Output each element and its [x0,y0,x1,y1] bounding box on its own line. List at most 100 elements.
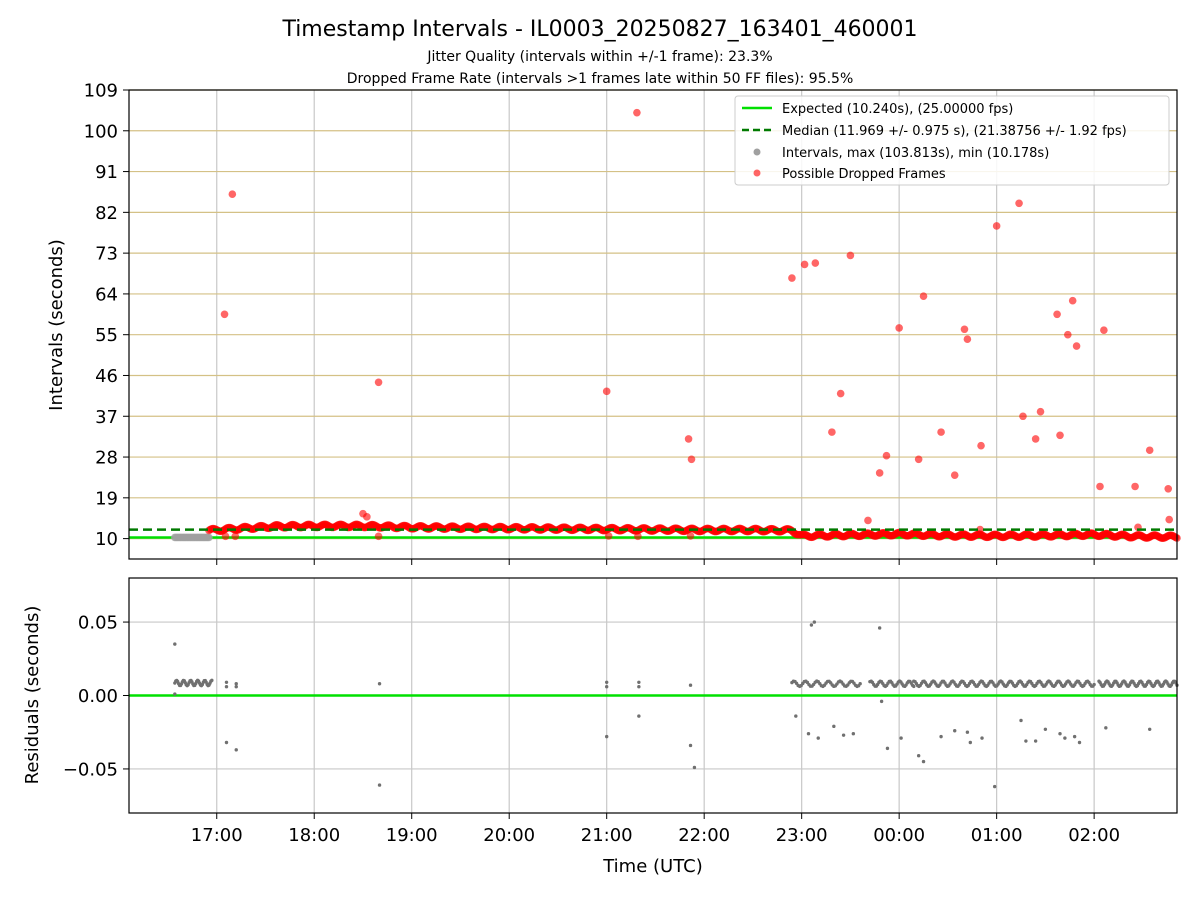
residual-point [637,680,641,684]
intervals-y-tick-label: 19 [95,488,118,509]
chart-title: Timestamp Intervals - IL0003_20250827_16… [281,17,917,42]
dropped-frame-point [811,259,820,267]
dropped-frame-point [1096,482,1104,491]
residual-point [688,743,693,748]
residual-point [1072,734,1077,739]
residual-point [604,680,609,684]
residual-point [234,684,238,689]
interval-point [205,533,213,542]
dropped-frame-point [788,274,796,282]
dropped-frame-point [875,469,884,477]
residual-point [812,620,817,624]
x-tick-label: 02:00 [1068,825,1120,846]
intervals-y-tick-label: 46 [95,366,118,387]
intervals-y-tick-label: 73 [95,244,118,265]
residual-point [692,765,697,770]
dropped-frame-point [684,435,693,443]
dropped-frame-point [960,325,969,334]
residual-point [953,729,957,733]
residual-point [1058,731,1062,736]
dropped-frame-point [828,428,836,436]
dropped-frame-point [1068,296,1077,305]
dropped-frame-point [1165,515,1174,524]
intervals-marks [129,108,1181,543]
residual-point [841,733,846,737]
residual-point [224,684,229,689]
residual-point [965,730,970,734]
dropped-frame-point [937,428,945,436]
dropped-frame-point [882,451,891,460]
intervals-y-ticks: 10 19 28 37 46 55 64 73 82 91 100 109 [84,81,1095,565]
legend-dropped-label: Possible Dropped Frames [782,167,946,182]
residual-point [816,736,820,740]
residual-point [173,692,177,696]
intervals-y-tick-label: 100 [84,121,118,142]
residual-point [809,623,814,627]
residuals-axis-ticks: 17:00 18:00 19:00 20:00 21:00 22:00 23:00 00:00… [63,613,1120,846]
dropped-frame-point [633,108,641,117]
legend: Expected (10.240s), (25.00000 fps) Media… [734,95,1170,186]
residual-point [604,684,609,689]
residual-point [224,740,229,745]
dropped-frame-point [800,260,809,269]
dropped-frame-point [363,513,371,521]
residual-point [224,680,229,684]
dropped-frame-point [374,378,383,387]
dropped-frame-point [864,516,872,525]
residual-point [832,724,836,729]
residual-point [173,642,177,646]
dropped-frame-point [992,222,1001,230]
intervals-y-tick-label: 109 [84,81,118,102]
chart-subtitle-jitter: Jitter Quality (intervals within +/-1 fr… [426,49,772,65]
residual-point [885,746,890,751]
dropped-frame-point [1031,435,1040,443]
dropped-frame-point [1015,199,1023,208]
intervals-y-tick-label: 37 [95,407,118,428]
intervals-y-tick-label: 10 [95,529,118,550]
intervals-plot-frame [128,89,1178,560]
dropped-frame-point [1036,407,1045,416]
intervals-y-tick-label: 91 [95,162,118,183]
residual-point [234,748,238,752]
residual-point [1063,736,1067,740]
residual-point [1019,718,1023,723]
dropped-frame-point [1072,342,1081,350]
dropped-frame-point [977,441,985,450]
dropped-frame-point [220,310,229,319]
x-tick-label: 21:00 [581,825,633,846]
residual-point [688,683,693,687]
residuals-marks [129,620,1179,789]
intervals-y-tick-label: 28 [95,448,118,469]
x-tick-label: 00:00 [873,825,925,846]
dropped-frame-point [950,471,959,479]
dropped-frame-point [1131,482,1139,491]
dropped-frame-point [976,525,984,534]
dropped-frame-point [687,455,696,464]
intervals-y-tick-label: 64 [95,284,118,305]
dropped-frame-point [1019,412,1027,421]
dropped-frame-point [1164,484,1173,493]
residual-point [377,682,382,686]
residual-point [1024,739,1028,743]
x-tick-label: 20:00 [483,825,535,846]
legend-median-label: Median (11.969 +/- 0.975 s), (21.38756 +… [782,124,1127,139]
dropped-frame-point [1056,431,1064,440]
intervals-y-tick-label: 82 [95,203,118,224]
dropped-frame-point [686,532,695,540]
legend-expected-label: Expected (10.240s), (25.00000 fps) [782,102,1013,117]
legend-dropped-swatch [753,169,761,177]
dropped-frame-point [919,292,928,300]
dropped-frame-point [634,532,642,541]
x-tick-label: 23:00 [776,825,828,846]
x-tick-label: 17:00 [191,825,243,846]
residual-point [1148,727,1152,731]
residual-point [980,736,984,740]
residuals-y-axis-label: Residuals (seconds) [22,606,43,785]
dropped-frame-point [1053,310,1061,319]
legend-intervals-swatch [753,148,761,156]
dropped-frame-point [1145,446,1154,455]
residual-point [877,626,882,630]
residual-point [377,783,382,787]
dropped-frame-point [604,532,613,540]
